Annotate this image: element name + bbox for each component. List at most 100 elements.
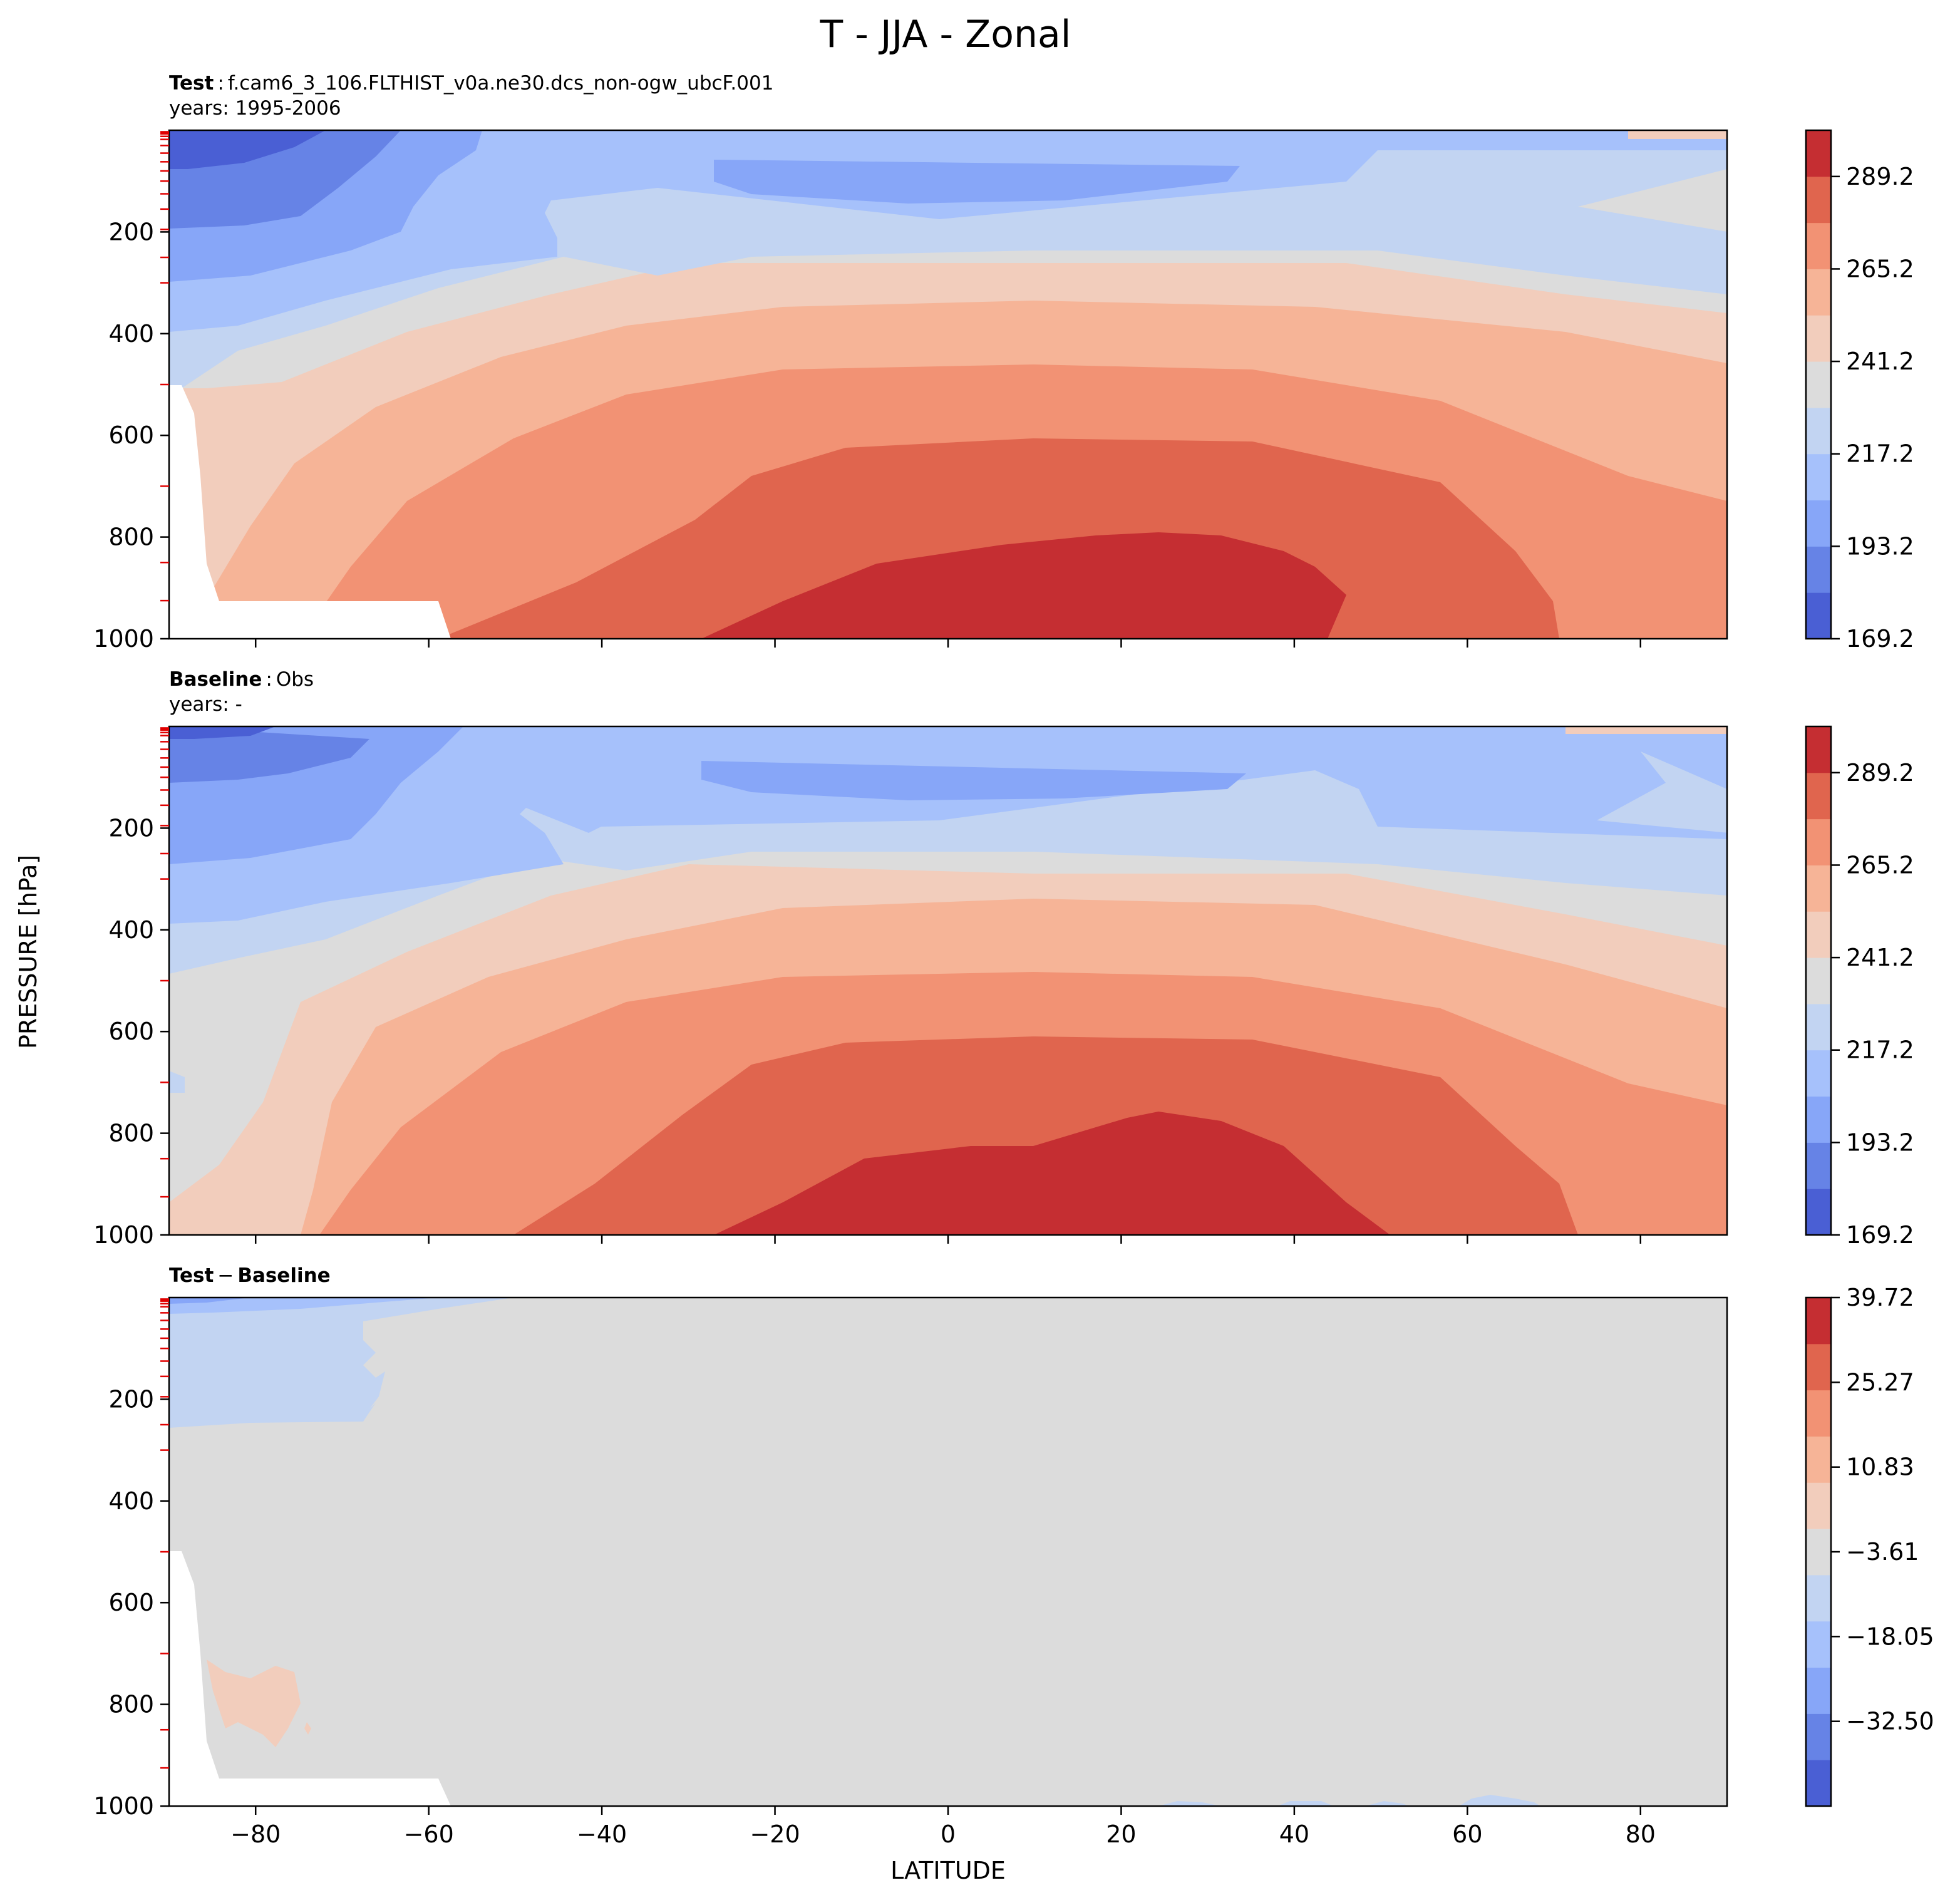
test-ytick-label-200: 200 xyxy=(108,218,154,245)
diff-colorbar-segment xyxy=(1806,1713,1831,1760)
xtick-label--60: −60 xyxy=(404,1820,454,1848)
base-band-299 xyxy=(714,1112,1390,1235)
test-colorbar-label: 193.2 xyxy=(1846,532,1914,560)
baseline-years: years: - xyxy=(169,693,242,716)
base-colorbar-segment xyxy=(1806,865,1831,912)
test-colorbar-label: 241.2 xyxy=(1846,348,1914,375)
test-label-bold: Test xyxy=(169,72,214,95)
test-colorbar-segment xyxy=(1806,361,1831,408)
test-contour-field xyxy=(169,130,1727,639)
diff-colorbar-segment xyxy=(1806,1621,1831,1668)
diff-ytick-label-600: 600 xyxy=(108,1589,154,1616)
test-label: Test: f.cam6_3_106.FLTHIST_v0a.ne30.dcs_n… xyxy=(169,72,773,95)
base-ytick-label-400: 400 xyxy=(108,916,154,944)
test-ytick-label-600: 600 xyxy=(108,421,154,449)
diff-colorbar-segment xyxy=(1806,1298,1831,1345)
xtick-label-20: 20 xyxy=(1106,1820,1136,1848)
test-band-top xyxy=(1628,130,1727,139)
base-band-west-blob xyxy=(169,1071,185,1093)
y-axis-label: PRESSURE [hPa] xyxy=(14,855,42,1049)
baseline-obs-name: Obs xyxy=(276,668,314,691)
base-ytick-label-800: 800 xyxy=(108,1120,154,1147)
test-masked-region xyxy=(169,385,451,639)
diff-colorbar-segment xyxy=(1806,1529,1831,1576)
test-colorbar-segment xyxy=(1806,315,1831,362)
test-band-179 xyxy=(169,130,326,169)
difference-x-axis: −80 −60 −40 −20 0 20 40 60 80 xyxy=(230,1806,1656,1848)
base-colorbar-frame xyxy=(1805,725,1832,1236)
panel-test: Test: f.cam6_3_106.FLTHIST_v0a.ne30.dcs_n… xyxy=(93,72,1914,653)
test-colorbar-segment xyxy=(1806,269,1831,316)
diff-colorbar-label: 25.27 xyxy=(1846,1368,1914,1396)
test-x-axis-ticks xyxy=(254,639,1642,648)
diff-colorbar-segment xyxy=(1806,1343,1831,1391)
base-colorbar-segment xyxy=(1806,1142,1831,1189)
baseline-y-axis: 200 400 600 800 1000 xyxy=(93,814,169,1249)
baseline-label-sep: : xyxy=(266,668,272,691)
difference-label-test: Test xyxy=(169,1264,214,1287)
x-axis-label: LATITUDE xyxy=(890,1857,1006,1884)
test-ytick-label-800: 800 xyxy=(108,524,154,551)
test-colorbar-segment xyxy=(1806,130,1831,177)
diff-colorbar-segment xyxy=(1806,1390,1831,1437)
base-colorbar-label: 217.2 xyxy=(1846,1036,1914,1064)
diff-colorbar-label: −32.50 xyxy=(1846,1708,1934,1735)
diff-band-neg-north xyxy=(1158,1795,1540,1806)
base-band-top xyxy=(1565,726,1727,734)
base-colorbar-segment xyxy=(1806,1003,1831,1051)
test-colorbar-segment xyxy=(1806,500,1831,547)
xtick-label--20: −20 xyxy=(750,1820,800,1848)
diff-colorbar-label: 39.72 xyxy=(1846,1284,1914,1311)
baseline-colorbar: 289.2 265.2 241.2 217.2 193.2 169.2 xyxy=(1805,725,1914,1249)
test-case-name: f.cam6_3_106.FLTHIST_v0a.ne30.dcs_non-og… xyxy=(228,72,774,95)
diff-band-neg-light xyxy=(169,1298,513,1428)
base-colorbar-segment xyxy=(1806,1050,1831,1097)
test-model-level-ticks xyxy=(160,131,169,602)
base-colorbar-label: 265.2 xyxy=(1846,851,1914,879)
xtick-label-60: 60 xyxy=(1452,1820,1482,1848)
base-colorbar-label: 289.2 xyxy=(1846,759,1914,787)
test-colorbar-label: 217.2 xyxy=(1846,440,1914,468)
diff-band-neg-mid xyxy=(169,1298,438,1314)
baseline-label: Baseline: Obs xyxy=(169,668,314,691)
xtick-label-0: 0 xyxy=(941,1820,956,1848)
test-band-215 xyxy=(169,130,1727,332)
test-colorbar-label: 265.2 xyxy=(1846,255,1914,282)
diff-colorbar-label: 10.83 xyxy=(1846,1453,1914,1481)
test-colorbar-segment xyxy=(1806,546,1831,593)
difference-label-baseline: Baseline xyxy=(237,1264,330,1287)
diff-colorbar-segment xyxy=(1806,1482,1831,1529)
base-ytick-label-200: 200 xyxy=(108,814,154,842)
diff-band-neutral xyxy=(169,1298,1727,1806)
diff-colorbar-segment xyxy=(1806,1667,1831,1714)
difference-colorbar: 39.72 25.27 10.83 −3.61 −18.05 −32.50 xyxy=(1805,1284,1934,1807)
diff-colorbar-label: −3.61 xyxy=(1846,1538,1919,1566)
xtick-label-40: 40 xyxy=(1279,1820,1309,1848)
baseline-label-bold: Baseline xyxy=(169,668,262,691)
test-band-299 xyxy=(701,532,1346,639)
difference-y-axis: 200 400 600 800 1000 xyxy=(93,1385,169,1820)
xtick-label-80: 80 xyxy=(1626,1820,1656,1848)
test-colorbar-label: 169.2 xyxy=(1846,625,1914,653)
base-ytick-label-1000: 1000 xyxy=(93,1221,154,1249)
base-colorbar-segment xyxy=(1806,1096,1831,1143)
test-colorbar-segment xyxy=(1806,222,1831,269)
base-ytick-label-600: 600 xyxy=(108,1018,154,1045)
base-colorbar-label: 169.2 xyxy=(1846,1221,1914,1249)
panel-baseline: Baseline: Obs years: - 200 400 600 800 1000 2… xyxy=(93,668,1914,1249)
test-colorbar: 289.2 265.2 241.2 217.2 193.2 169.2 xyxy=(1805,129,1914,653)
base-colorbar-segment xyxy=(1806,772,1831,820)
diff-ytick-label-800: 800 xyxy=(108,1691,154,1718)
diff-colorbar-label: −18.05 xyxy=(1846,1623,1934,1650)
test-y-axis: 200 400 600 800 1000 xyxy=(93,218,169,653)
base-colorbar-segment xyxy=(1806,1189,1831,1236)
base-colorbar-segment xyxy=(1806,911,1831,958)
xtick-label--80: −80 xyxy=(230,1820,281,1848)
diff-colorbar-segment xyxy=(1806,1436,1831,1483)
test-colorbar-label: 289.2 xyxy=(1846,163,1914,190)
base-band-179 xyxy=(169,726,276,739)
diff-ytick-label-200: 200 xyxy=(108,1385,154,1413)
test-colorbar-frame xyxy=(1805,129,1832,640)
test-band-203 xyxy=(169,130,1240,282)
